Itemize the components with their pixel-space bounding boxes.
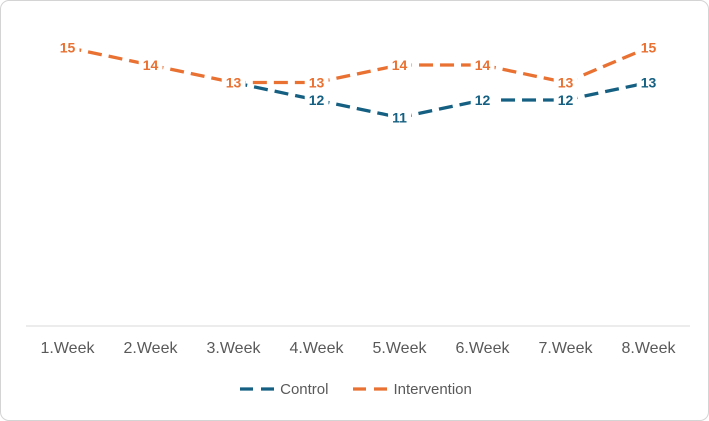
data-label-background xyxy=(55,38,80,57)
data-label-background xyxy=(553,73,578,92)
data-label-background xyxy=(636,73,661,92)
legend-label-intervention: Intervention xyxy=(393,380,472,398)
control-line xyxy=(233,80,649,120)
data-label-background xyxy=(470,56,495,74)
control-data-label: 11 xyxy=(392,110,407,126)
x-axis-label: 6.Week xyxy=(456,340,511,357)
intervention-data-label: 15 xyxy=(641,40,657,56)
control-data-label: 13 xyxy=(641,75,657,91)
intervention-data-label: 14 xyxy=(143,57,159,73)
intervention-data-label: 13 xyxy=(309,75,325,91)
control-data-label: 12 xyxy=(309,92,325,108)
x-axis-label: 2.Week xyxy=(124,340,179,357)
x-axis-label: 3.Week xyxy=(207,340,262,357)
intervention-line xyxy=(67,45,650,85)
data-label-background xyxy=(553,91,578,109)
control-data-label: 12 xyxy=(558,92,574,108)
data-label-background xyxy=(221,73,246,92)
data-label-background xyxy=(304,91,329,109)
intervention-data-label: 14 xyxy=(475,57,491,73)
data-label-background xyxy=(636,38,661,57)
intervention-legend-marker-icon xyxy=(353,387,390,391)
line-chart-plot-area: 1.Week 2.Week 3.Week 4.Week 5.Week 6.Week 7.We… xyxy=(26,38,690,357)
data-label-background xyxy=(138,56,163,74)
x-axis-label: 4.Week xyxy=(290,340,345,357)
data-label-background xyxy=(387,56,412,74)
x-axis-label: 8.Week xyxy=(622,340,677,357)
x-axis-label: 1.Week xyxy=(41,340,96,357)
data-label-background xyxy=(470,91,495,109)
data-label-background xyxy=(388,108,412,127)
legend-item-control: Control xyxy=(239,382,328,397)
intervention-data-label: 13 xyxy=(558,75,574,91)
control-legend-marker-icon xyxy=(240,387,277,391)
data-label-background xyxy=(304,73,329,92)
x-axis-label: 5.Week xyxy=(373,340,428,357)
chart-legend: Control Intervention xyxy=(1,371,708,407)
intervention-data-label: 15 xyxy=(60,40,76,56)
intervention-data-label: 13 xyxy=(226,75,242,91)
intervention-data-label: 14 xyxy=(392,57,408,73)
x-axis-label: 7.Week xyxy=(539,340,594,357)
legend-label-control: Control xyxy=(280,380,329,398)
legend-item-intervention: Intervention xyxy=(352,380,472,398)
control-data-label: 12 xyxy=(475,92,491,108)
